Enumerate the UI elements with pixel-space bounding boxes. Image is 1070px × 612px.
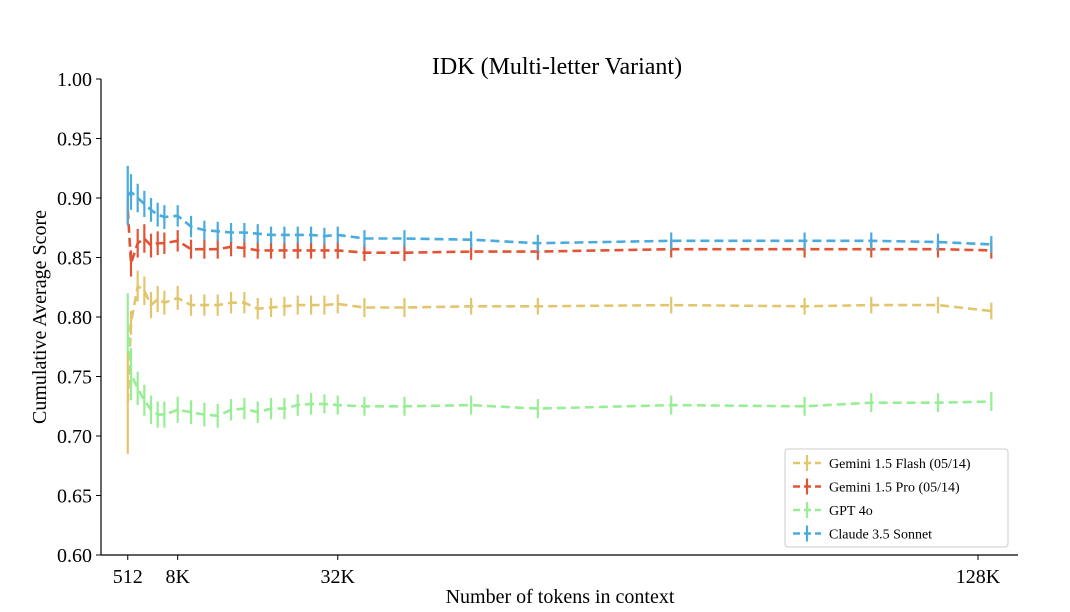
y-tick-label: 0.80 bbox=[57, 307, 92, 329]
y-tick-label: 0.60 bbox=[57, 545, 92, 567]
series-layer bbox=[126, 165, 993, 454]
y-tick-label: 0.95 bbox=[57, 129, 92, 151]
legend-label: Claude 3.5 Sonnet bbox=[829, 528, 932, 543]
y-tick-label: 0.85 bbox=[57, 248, 92, 270]
y-tick-label: 0.65 bbox=[57, 486, 92, 508]
legend: Gemini 1.5 Flash (05/14) Gemini 1.5 Pro (… bbox=[784, 448, 1009, 548]
x-tick-label: 32K bbox=[321, 566, 356, 588]
legend-label: GPT 4o bbox=[829, 504, 873, 519]
series-group bbox=[126, 165, 993, 253]
chart-title: IDK (Multi-letter Variant) bbox=[432, 54, 682, 80]
series-group bbox=[126, 270, 993, 454]
legend-label: Gemini 1.5 Pro (05/14) bbox=[829, 481, 960, 496]
legend-box bbox=[784, 448, 1009, 548]
axes: 0.60 0.65 0.70 0.75 0.80 0.85 0.90 0.95 1.00 512 8… bbox=[57, 69, 1018, 588]
x-tick-label: 128K bbox=[956, 566, 1001, 588]
legend-label: Gemini 1.5 Flash (05/14) bbox=[829, 457, 971, 472]
y-axis-label: Cumulative Average Score bbox=[29, 210, 51, 424]
y-tick-label: 1.00 bbox=[57, 69, 92, 91]
x-tick-label: 8K bbox=[165, 566, 190, 588]
x-axis-label: Number of tokens in context bbox=[446, 586, 675, 608]
y-tick-label: 0.75 bbox=[57, 367, 92, 389]
y-tick-label: 0.90 bbox=[57, 188, 92, 210]
series-group bbox=[126, 293, 993, 428]
x-tick-label: 512 bbox=[113, 566, 143, 588]
y-tick-label: 0.70 bbox=[57, 426, 92, 448]
